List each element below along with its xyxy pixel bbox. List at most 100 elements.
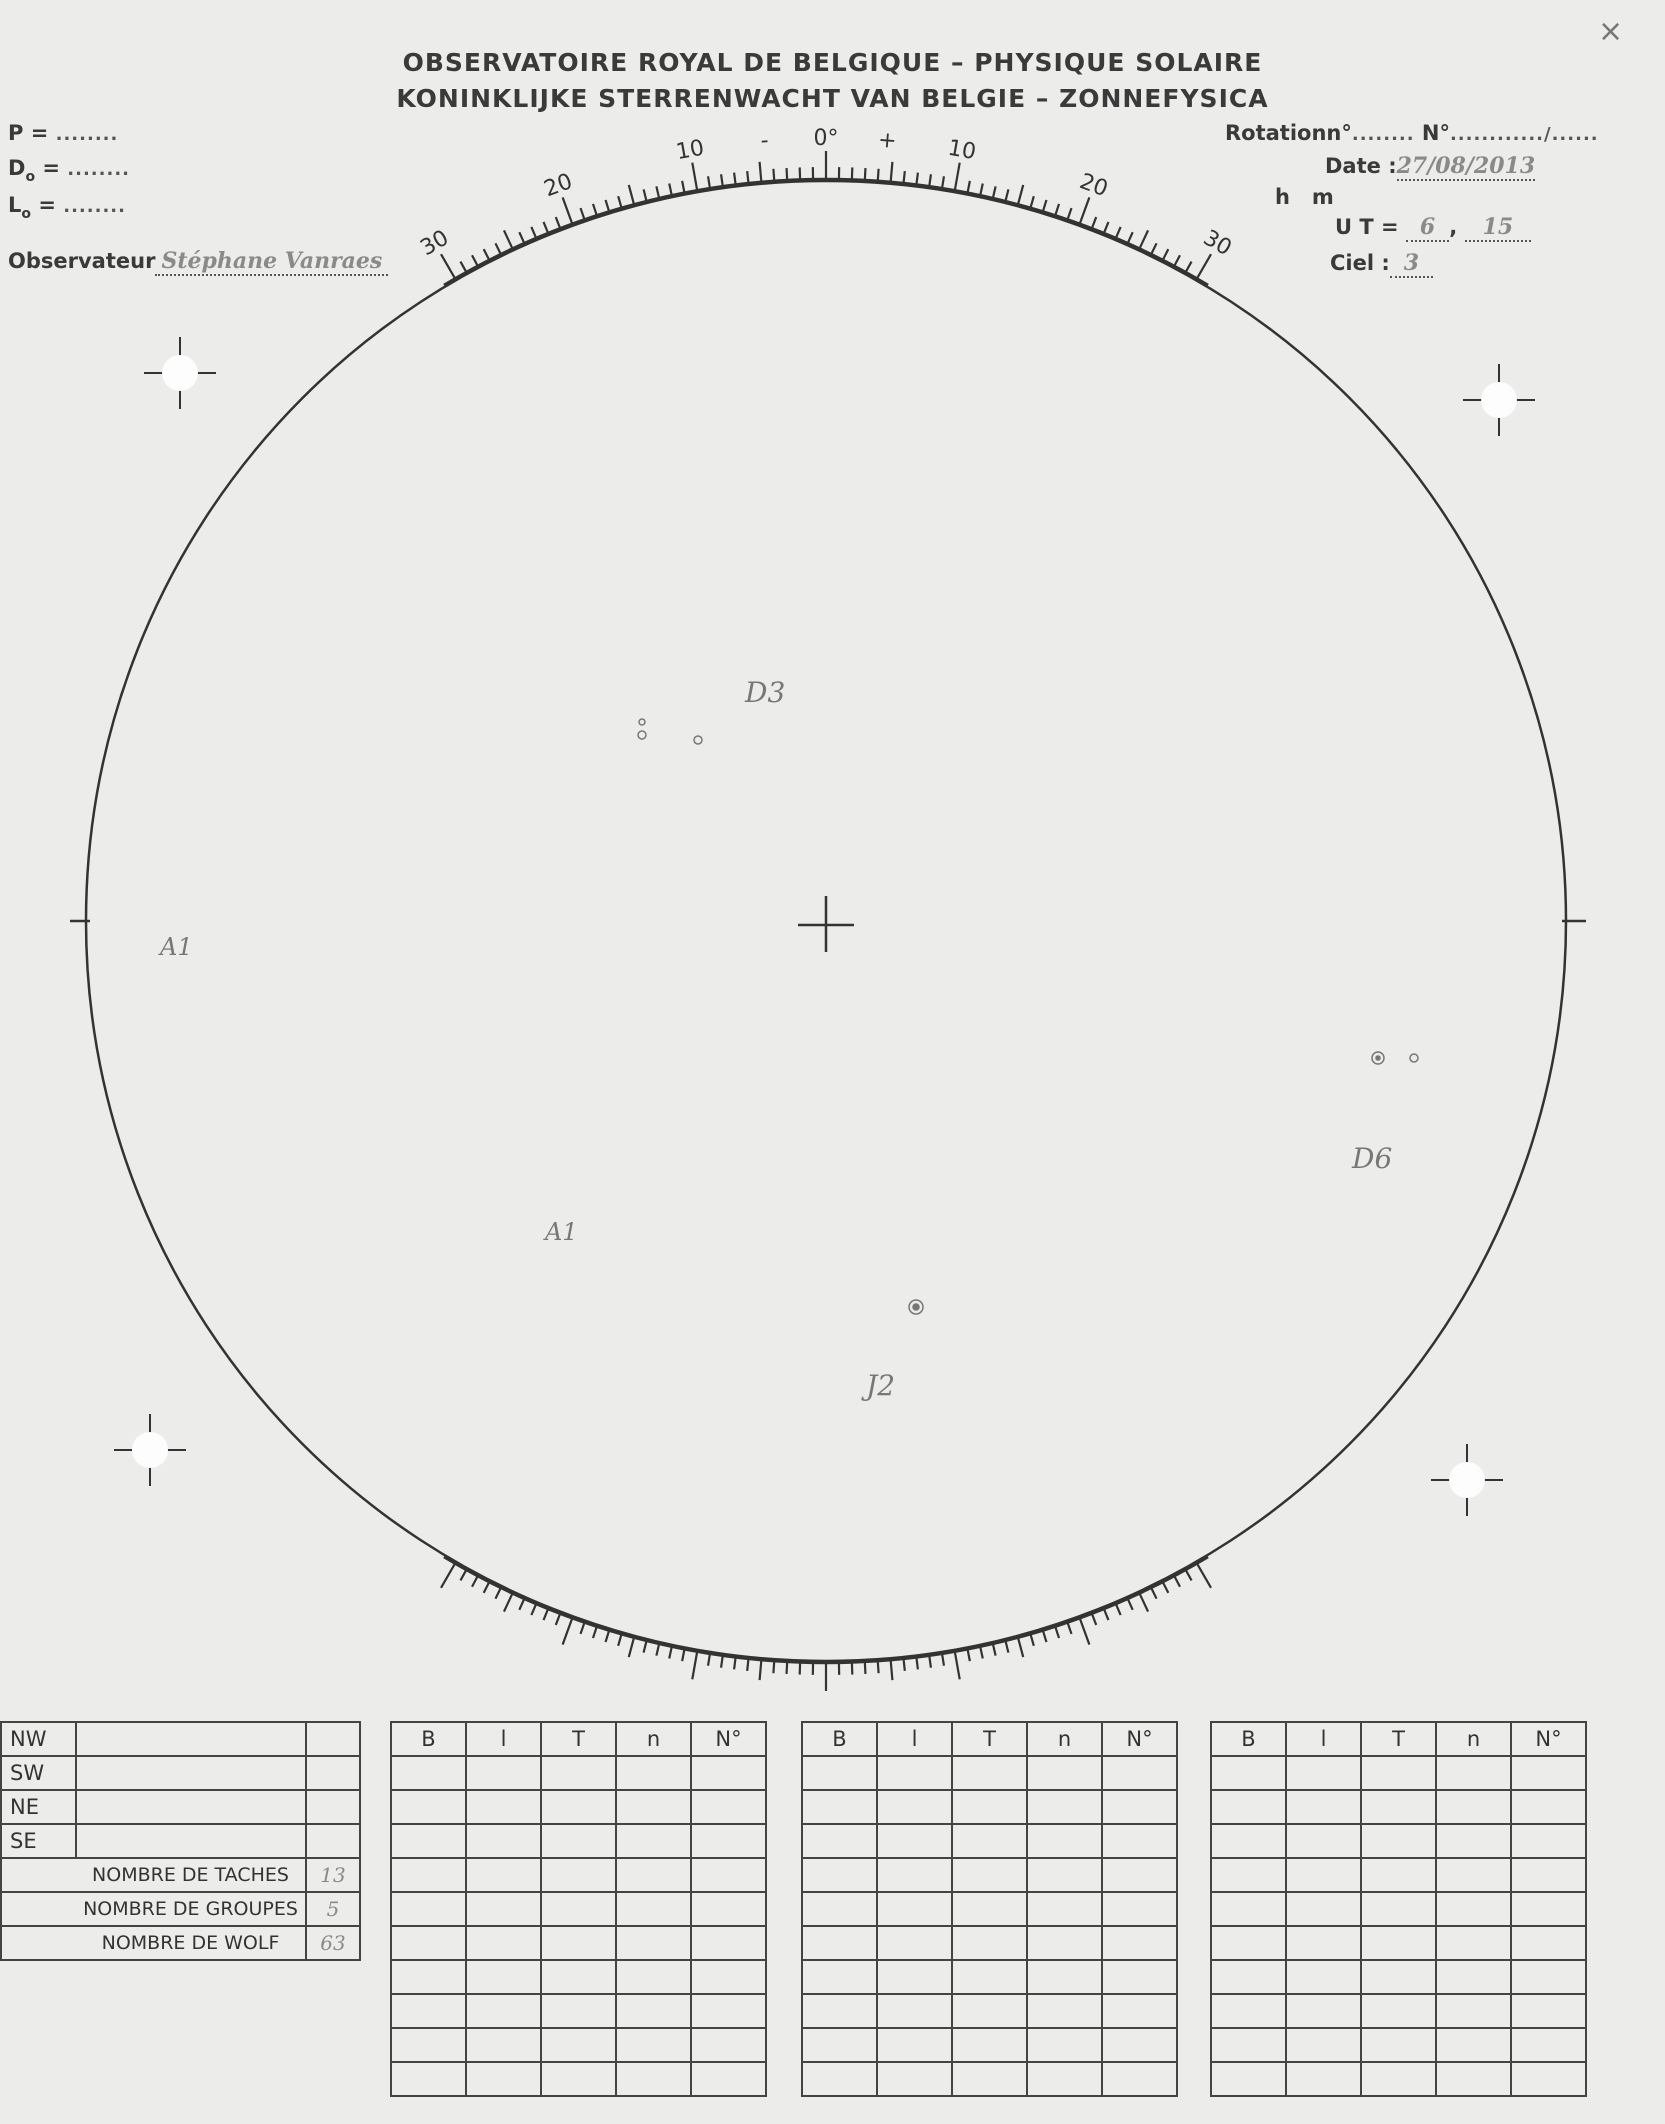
table-cell[interactable]: [876, 2027, 953, 2063]
table-cell[interactable]: [876, 1959, 953, 1995]
table-cell[interactable]: [1435, 1857, 1512, 1893]
table-cell[interactable]: [801, 1823, 878, 1859]
table-cell[interactable]: [1210, 1857, 1287, 1893]
table-cell[interactable]: [951, 1789, 1028, 1825]
table-cell[interactable]: [1360, 1925, 1437, 1961]
table-cell[interactable]: [951, 1959, 1028, 1995]
table-cell[interactable]: [1285, 1823, 1362, 1859]
count-value[interactable]: 13: [305, 1857, 361, 1893]
table-cell[interactable]: [690, 1925, 767, 1961]
table-cell[interactable]: [876, 1891, 953, 1927]
table-cell[interactable]: [390, 1891, 467, 1927]
table-cell[interactable]: [876, 1925, 953, 1961]
table-cell[interactable]: [1435, 1755, 1512, 1791]
table-cell[interactable]: [615, 1993, 692, 2029]
table-cell[interactable]: [801, 1857, 878, 1893]
table-cell[interactable]: [801, 1789, 878, 1825]
table-cell[interactable]: [690, 1891, 767, 1927]
table-cell[interactable]: [876, 1823, 953, 1859]
table-cell[interactable]: [1435, 2061, 1512, 2097]
table-cell[interactable]: [1435, 1993, 1512, 2029]
table-cell[interactable]: [540, 1993, 617, 2029]
table-cell[interactable]: [540, 1959, 617, 1995]
table-cell[interactable]: [1285, 1959, 1362, 1995]
table-cell[interactable]: [1360, 2061, 1437, 2097]
table-cell[interactable]: [615, 1789, 692, 1825]
table-cell[interactable]: [1285, 1925, 1362, 1961]
table-cell[interactable]: [1101, 1925, 1178, 1961]
table-cell[interactable]: [951, 1755, 1028, 1791]
table-cell[interactable]: [540, 1891, 617, 1927]
table-cell[interactable]: [1510, 1857, 1587, 1893]
table-cell[interactable]: [951, 1823, 1028, 1859]
table-cell[interactable]: [801, 1925, 878, 1961]
observer-value[interactable]: Stéphane Vanraes: [155, 248, 389, 276]
quadrant-cell[interactable]: [75, 1789, 307, 1825]
table-cell[interactable]: [540, 1789, 617, 1825]
d0-value[interactable]: ........: [67, 159, 130, 180]
table-cell[interactable]: [1510, 2061, 1587, 2097]
table-cell[interactable]: [1026, 1925, 1103, 1961]
table-cell[interactable]: [1285, 1993, 1362, 2029]
table-cell[interactable]: [876, 1789, 953, 1825]
table-cell[interactable]: [1285, 2027, 1362, 2063]
table-cell[interactable]: [615, 1755, 692, 1791]
table-cell[interactable]: [690, 2061, 767, 2097]
table-cell[interactable]: [1360, 1891, 1437, 1927]
table-cell[interactable]: [465, 1857, 542, 1893]
table-cell[interactable]: [1210, 2027, 1287, 2063]
table-cell[interactable]: [465, 1959, 542, 1995]
table-cell[interactable]: [465, 1925, 542, 1961]
table-cell[interactable]: [801, 2027, 878, 2063]
table-cell[interactable]: [615, 2027, 692, 2063]
table-cell[interactable]: [951, 1891, 1028, 1927]
table-cell[interactable]: [690, 1857, 767, 1893]
table-cell[interactable]: [801, 1993, 878, 2029]
table-cell[interactable]: [615, 2061, 692, 2097]
table-cell[interactable]: [1210, 1823, 1287, 1859]
date-value[interactable]: 27/08/2013: [1396, 153, 1536, 181]
table-cell[interactable]: [1510, 1789, 1587, 1825]
table-cell[interactable]: [465, 1789, 542, 1825]
table-cell[interactable]: [1285, 1857, 1362, 1893]
sky-value[interactable]: 3: [1389, 250, 1434, 278]
quadrant-cell[interactable]: [75, 1721, 307, 1757]
table-cell[interactable]: [1210, 1959, 1287, 1995]
table-cell[interactable]: [615, 1857, 692, 1893]
table-cell[interactable]: [1360, 2027, 1437, 2063]
table-cell[interactable]: [1435, 1789, 1512, 1825]
table-cell[interactable]: [1026, 1789, 1103, 1825]
table-cell[interactable]: [951, 1925, 1028, 1961]
table-cell[interactable]: [1101, 1857, 1178, 1893]
table-cell[interactable]: [1360, 1755, 1437, 1791]
table-cell[interactable]: [1210, 1993, 1287, 2029]
table-cell[interactable]: [801, 1959, 878, 1995]
table-cell[interactable]: [540, 1925, 617, 1961]
table-cell[interactable]: [690, 2027, 767, 2063]
table-cell[interactable]: [1101, 2027, 1178, 2063]
ut-hours[interactable]: 6: [1405, 214, 1450, 242]
table-cell[interactable]: [1210, 1789, 1287, 1825]
table-cell[interactable]: [615, 1823, 692, 1859]
table-cell[interactable]: [951, 2027, 1028, 2063]
table-cell[interactable]: [876, 2061, 953, 2097]
quadrant-count[interactable]: [305, 1789, 361, 1825]
table-cell[interactable]: [465, 1823, 542, 1859]
table-cell[interactable]: [1360, 1959, 1437, 1995]
table-cell[interactable]: [390, 1925, 467, 1961]
table-cell[interactable]: [690, 1959, 767, 1995]
table-cell[interactable]: [390, 1993, 467, 2029]
table-cell[interactable]: [465, 2061, 542, 2097]
table-cell[interactable]: [540, 2061, 617, 2097]
table-cell[interactable]: [1026, 1891, 1103, 1927]
table-cell[interactable]: [615, 1891, 692, 1927]
table-cell[interactable]: [1435, 1823, 1512, 1859]
table-cell[interactable]: [1510, 1755, 1587, 1791]
table-cell[interactable]: [801, 1755, 878, 1791]
table-cell[interactable]: [1101, 1789, 1178, 1825]
table-cell[interactable]: [465, 1891, 542, 1927]
number-value[interactable]: ............/......: [1449, 124, 1599, 145]
table-cell[interactable]: [690, 1789, 767, 1825]
table-cell[interactable]: [951, 2061, 1028, 2097]
quadrant-cell[interactable]: [75, 1823, 307, 1859]
